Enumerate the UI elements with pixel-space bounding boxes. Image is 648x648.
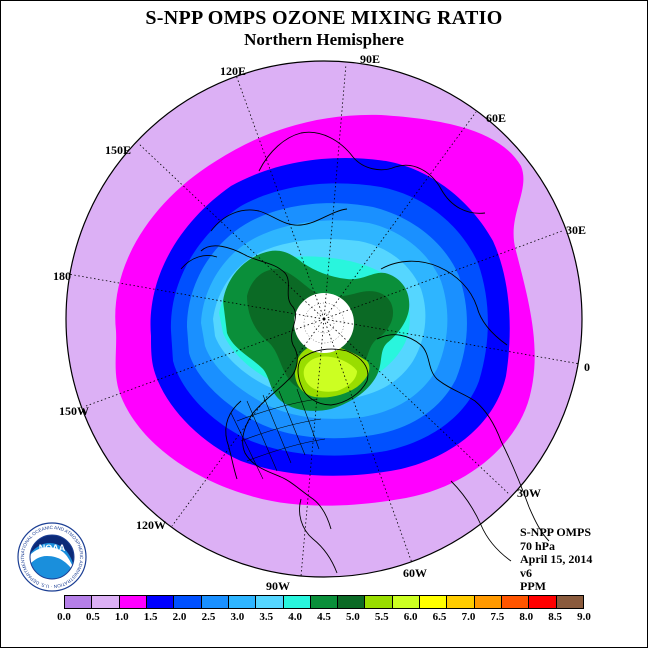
- colorbar-segment: [310, 596, 339, 608]
- colorbar-segment: [474, 596, 502, 608]
- colorbar-segment: [447, 596, 475, 608]
- lon-label-60e: 60E: [486, 111, 506, 125]
- colorbar-segment: [365, 596, 393, 608]
- colorbar-segment: [502, 596, 530, 608]
- colorbar-segment: [119, 596, 147, 608]
- colorbar-tick-label: 2.5: [201, 611, 216, 623]
- map-boundary: [65, 60, 583, 578]
- colorbar-segment: [283, 596, 311, 608]
- colorbar-segment: [201, 596, 229, 608]
- colorbar-tick-label: 7.5: [490, 611, 505, 623]
- colorbar-tick-label: 9.0: [577, 611, 591, 623]
- noaa-logo: NATIONAL OCEANIC AND ATMOSPHERIC ADMINIS…: [17, 522, 87, 592]
- colorbar-segment: [92, 596, 120, 608]
- lon-label-30w: 30W: [517, 486, 541, 500]
- lon-label-90e: 90E: [360, 52, 380, 66]
- lon-label-120e: 120E: [220, 64, 246, 78]
- colorbar-tick-label: 4.0: [288, 611, 302, 623]
- info-date: April 15, 2014: [520, 552, 593, 566]
- info-block: S-NPP OMPS 70 hPa April 15, 2014 v6 PPM: [520, 525, 593, 594]
- colorbar-tick-label: 7.0: [461, 611, 476, 623]
- lon-label-60w: 60W: [403, 566, 427, 580]
- colorbar-segment: [146, 596, 175, 608]
- colorbar-segment: [65, 596, 93, 608]
- info-units: PPM: [520, 579, 546, 593]
- colorbar-tick-label: 6.5: [432, 611, 447, 623]
- colorbar-tick-label: 6.0: [403, 611, 418, 623]
- regional-grid: [230, 388, 326, 480]
- polar-no-data-cap: [294, 293, 354, 353]
- meridians: [67, 63, 581, 577]
- info-version: v6: [520, 565, 532, 580]
- colorbar-segment: [338, 596, 366, 608]
- lon-label-150e: 150E: [105, 143, 131, 157]
- colorbar-segment: [174, 596, 202, 608]
- colorbar-segment: [256, 596, 284, 608]
- colorbar-tick-label: 1.0: [114, 611, 129, 623]
- colorbar: [64, 595, 584, 609]
- lon-label-0: 0: [584, 360, 590, 374]
- polar-cap-grid: [303, 302, 345, 344]
- colorbar-tick-label: 2.0: [172, 611, 187, 623]
- lon-label-30e: 30E: [566, 223, 586, 237]
- colorbar-ticks: 0.0 0.5 1.0 1.5 2.0 2.5 3.0 3.5 4.0 4.5 5.0 5.5 6.0 6…: [57, 611, 591, 625]
- colorbar-tick-label: 5.0: [346, 611, 360, 623]
- colorbar-tick-label: 1.5: [143, 611, 158, 623]
- colorbar-tick-label: 0.5: [86, 611, 100, 623]
- figure-title: S-NPP OMPS OZONE MIXING RATIO: [145, 7, 503, 29]
- noaa-logo-text: NOAA: [39, 543, 66, 553]
- contour-6-0-6-5: [303, 356, 357, 392]
- longitude-labels: 90E 60E 30E 0 30W 60W 90W 120W 150W 180 …: [53, 52, 590, 593]
- colorbar-tick-label: 3.5: [259, 611, 274, 623]
- coastlines: [180, 131, 550, 574]
- colorbar-segment: [529, 596, 557, 608]
- info-level: 70 hPa: [520, 538, 556, 553]
- colorbar-tick-label: 0.0: [57, 611, 71, 623]
- colorbar-tick-label: 4.5: [317, 611, 331, 623]
- colorbar-segment: [392, 596, 421, 608]
- colorbar-tick-label: 5.5: [374, 611, 389, 623]
- lon-label-180: 180: [53, 269, 71, 283]
- colorbar-tick-label: 8.0: [519, 611, 534, 623]
- colorbar-tick-label: 8.5: [548, 611, 562, 623]
- info-instrument: S-NPP OMPS: [520, 525, 591, 539]
- lon-label-90w: 90W: [266, 579, 290, 593]
- lon-label-150w: 150W: [59, 404, 89, 418]
- colorbar-segment: [556, 596, 583, 608]
- colorbar-segment: [228, 596, 257, 608]
- colorbar-tick-label: 3.0: [230, 611, 245, 623]
- colorbar-segment: [420, 596, 448, 608]
- figure-subtitle: Northern Hemisphere: [244, 30, 404, 49]
- lon-label-120w: 120W: [136, 518, 166, 532]
